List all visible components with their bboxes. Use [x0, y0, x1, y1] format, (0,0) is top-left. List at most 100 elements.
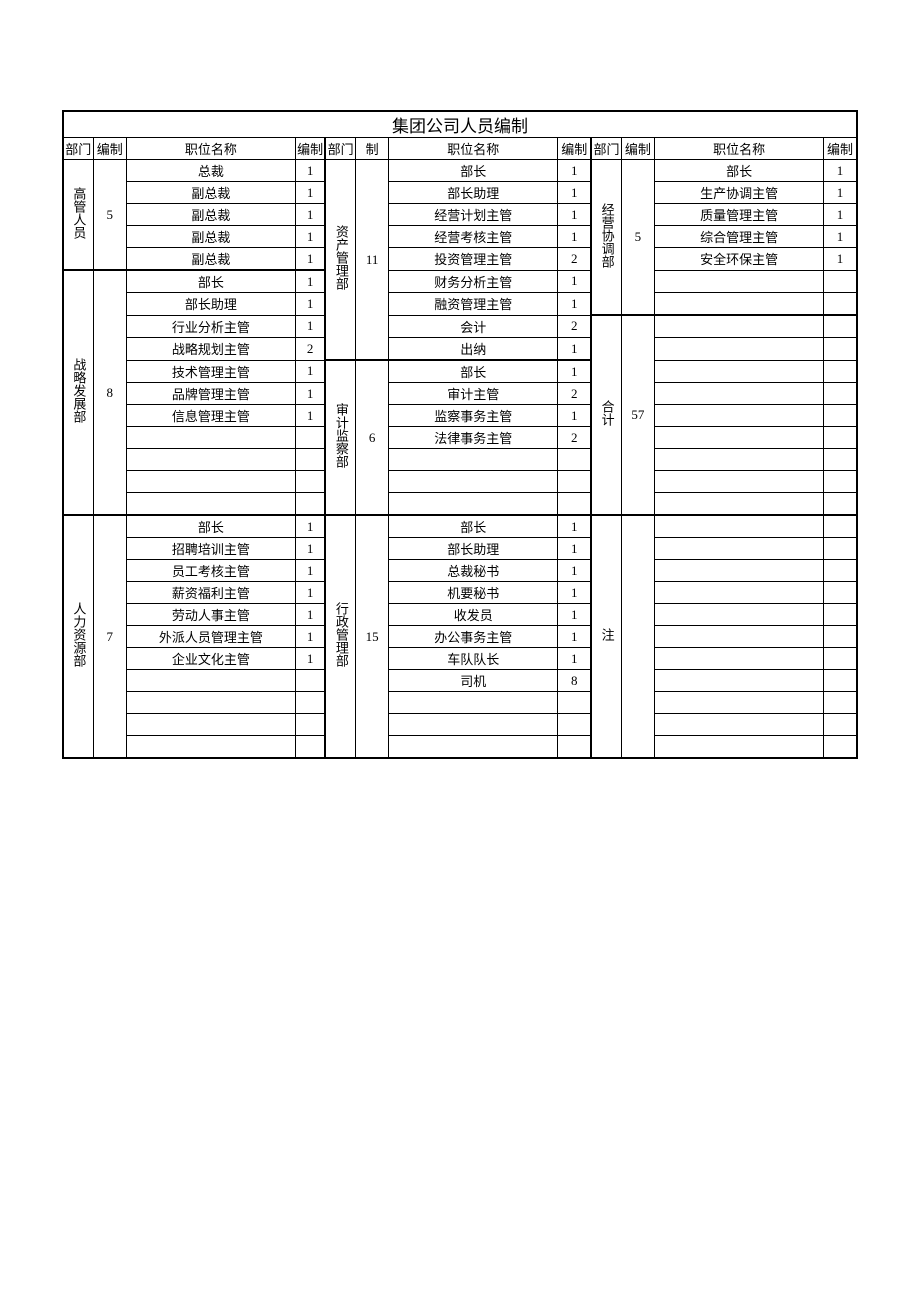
dept-name: 经营协调部 [591, 160, 621, 316]
position-count: 1 [295, 315, 325, 338]
column-header: 编制 [824, 138, 857, 160]
position-name [655, 648, 824, 670]
position-name: 副总裁 [126, 182, 295, 204]
position-name [126, 736, 295, 759]
dept-count: 7 [93, 515, 126, 758]
position-name [655, 405, 824, 427]
position-count: 1 [295, 360, 325, 383]
position-count [824, 648, 857, 670]
position-count: 1 [824, 248, 857, 271]
position-count [824, 338, 857, 361]
position-count: 1 [295, 383, 325, 405]
position-name [655, 449, 824, 471]
position-name: 劳动人事主管 [126, 604, 295, 626]
position-name [126, 670, 295, 692]
position-count [295, 714, 325, 736]
position-count: 1 [558, 204, 591, 226]
position-count: 1 [824, 160, 857, 182]
position-count: 1 [558, 226, 591, 248]
position-name [655, 670, 824, 692]
position-name: 招聘培训主管 [126, 538, 295, 560]
position-name: 办公事务主管 [389, 626, 558, 648]
position-name [655, 383, 824, 405]
position-count: 1 [295, 405, 325, 427]
position-name: 部长 [389, 160, 558, 182]
position-name: 部长 [389, 360, 558, 383]
position-name [389, 449, 558, 471]
position-name [655, 736, 824, 759]
position-count [824, 471, 857, 493]
position-count [824, 714, 857, 736]
dept-name: 资产管理部 [325, 160, 355, 361]
position-name: 出纳 [389, 338, 558, 361]
position-name [655, 270, 824, 293]
position-name: 法律事务主管 [389, 427, 558, 449]
dept-name: 高管人员 [63, 160, 93, 271]
position-count: 1 [558, 582, 591, 604]
dept-name: 注 [591, 515, 621, 758]
position-name [126, 714, 295, 736]
staffing-table: 集团公司人员编制部门编制职位名称编制部门制职位名称编制部门编制职位名称编制高管人… [62, 110, 858, 759]
position-count: 1 [295, 293, 325, 316]
position-name: 战略规划主管 [126, 338, 295, 361]
position-count: 1 [558, 604, 591, 626]
position-count [824, 736, 857, 759]
position-count: 1 [558, 270, 591, 293]
dept-count: 5 [621, 160, 654, 316]
position-count: 1 [295, 270, 325, 293]
column-header: 制 [355, 138, 388, 160]
position-name: 企业文化主管 [126, 648, 295, 670]
position-count: 2 [558, 248, 591, 271]
position-count [558, 692, 591, 714]
position-count [824, 293, 857, 316]
column-header: 部门 [63, 138, 93, 160]
position-count: 1 [295, 582, 325, 604]
position-count [824, 604, 857, 626]
dept-count: 5 [93, 160, 126, 271]
dept-name: 战略发展部 [63, 270, 93, 515]
position-name: 外派人员管理主管 [126, 626, 295, 648]
position-count: 1 [295, 204, 325, 226]
dept-name: 合计 [591, 315, 621, 515]
position-name [389, 714, 558, 736]
position-count: 1 [295, 226, 325, 248]
position-count: 8 [558, 670, 591, 692]
position-name: 车队队长 [389, 648, 558, 670]
position-name: 机要秘书 [389, 582, 558, 604]
position-name [126, 493, 295, 516]
position-count [295, 449, 325, 471]
position-name [126, 427, 295, 449]
table-title: 集团公司人员编制 [63, 111, 857, 138]
position-count: 1 [558, 182, 591, 204]
position-count [824, 427, 857, 449]
position-name: 安全环保主管 [655, 248, 824, 271]
position-name: 收发员 [389, 604, 558, 626]
position-name [655, 471, 824, 493]
position-count: 1 [295, 604, 325, 626]
position-count: 1 [824, 204, 857, 226]
position-count [295, 493, 325, 516]
position-count [824, 405, 857, 427]
position-name: 生产协调主管 [655, 182, 824, 204]
position-name [389, 692, 558, 714]
position-name: 品牌管理主管 [126, 383, 295, 405]
position-count: 1 [558, 538, 591, 560]
position-name [389, 471, 558, 493]
position-name: 技术管理主管 [126, 360, 295, 383]
position-name: 薪资福利主管 [126, 582, 295, 604]
column-header: 编制 [93, 138, 126, 160]
position-name [655, 538, 824, 560]
dept-count [621, 515, 654, 758]
position-count: 1 [558, 293, 591, 316]
position-name: 信息管理主管 [126, 405, 295, 427]
position-count [824, 626, 857, 648]
position-count [295, 427, 325, 449]
position-name [126, 692, 295, 714]
position-name: 经营考核主管 [389, 226, 558, 248]
position-name: 部长 [389, 515, 558, 538]
position-count [295, 670, 325, 692]
dept-count: 6 [355, 360, 388, 515]
position-count [824, 560, 857, 582]
position-count: 1 [558, 560, 591, 582]
dept-count: 15 [355, 515, 388, 758]
